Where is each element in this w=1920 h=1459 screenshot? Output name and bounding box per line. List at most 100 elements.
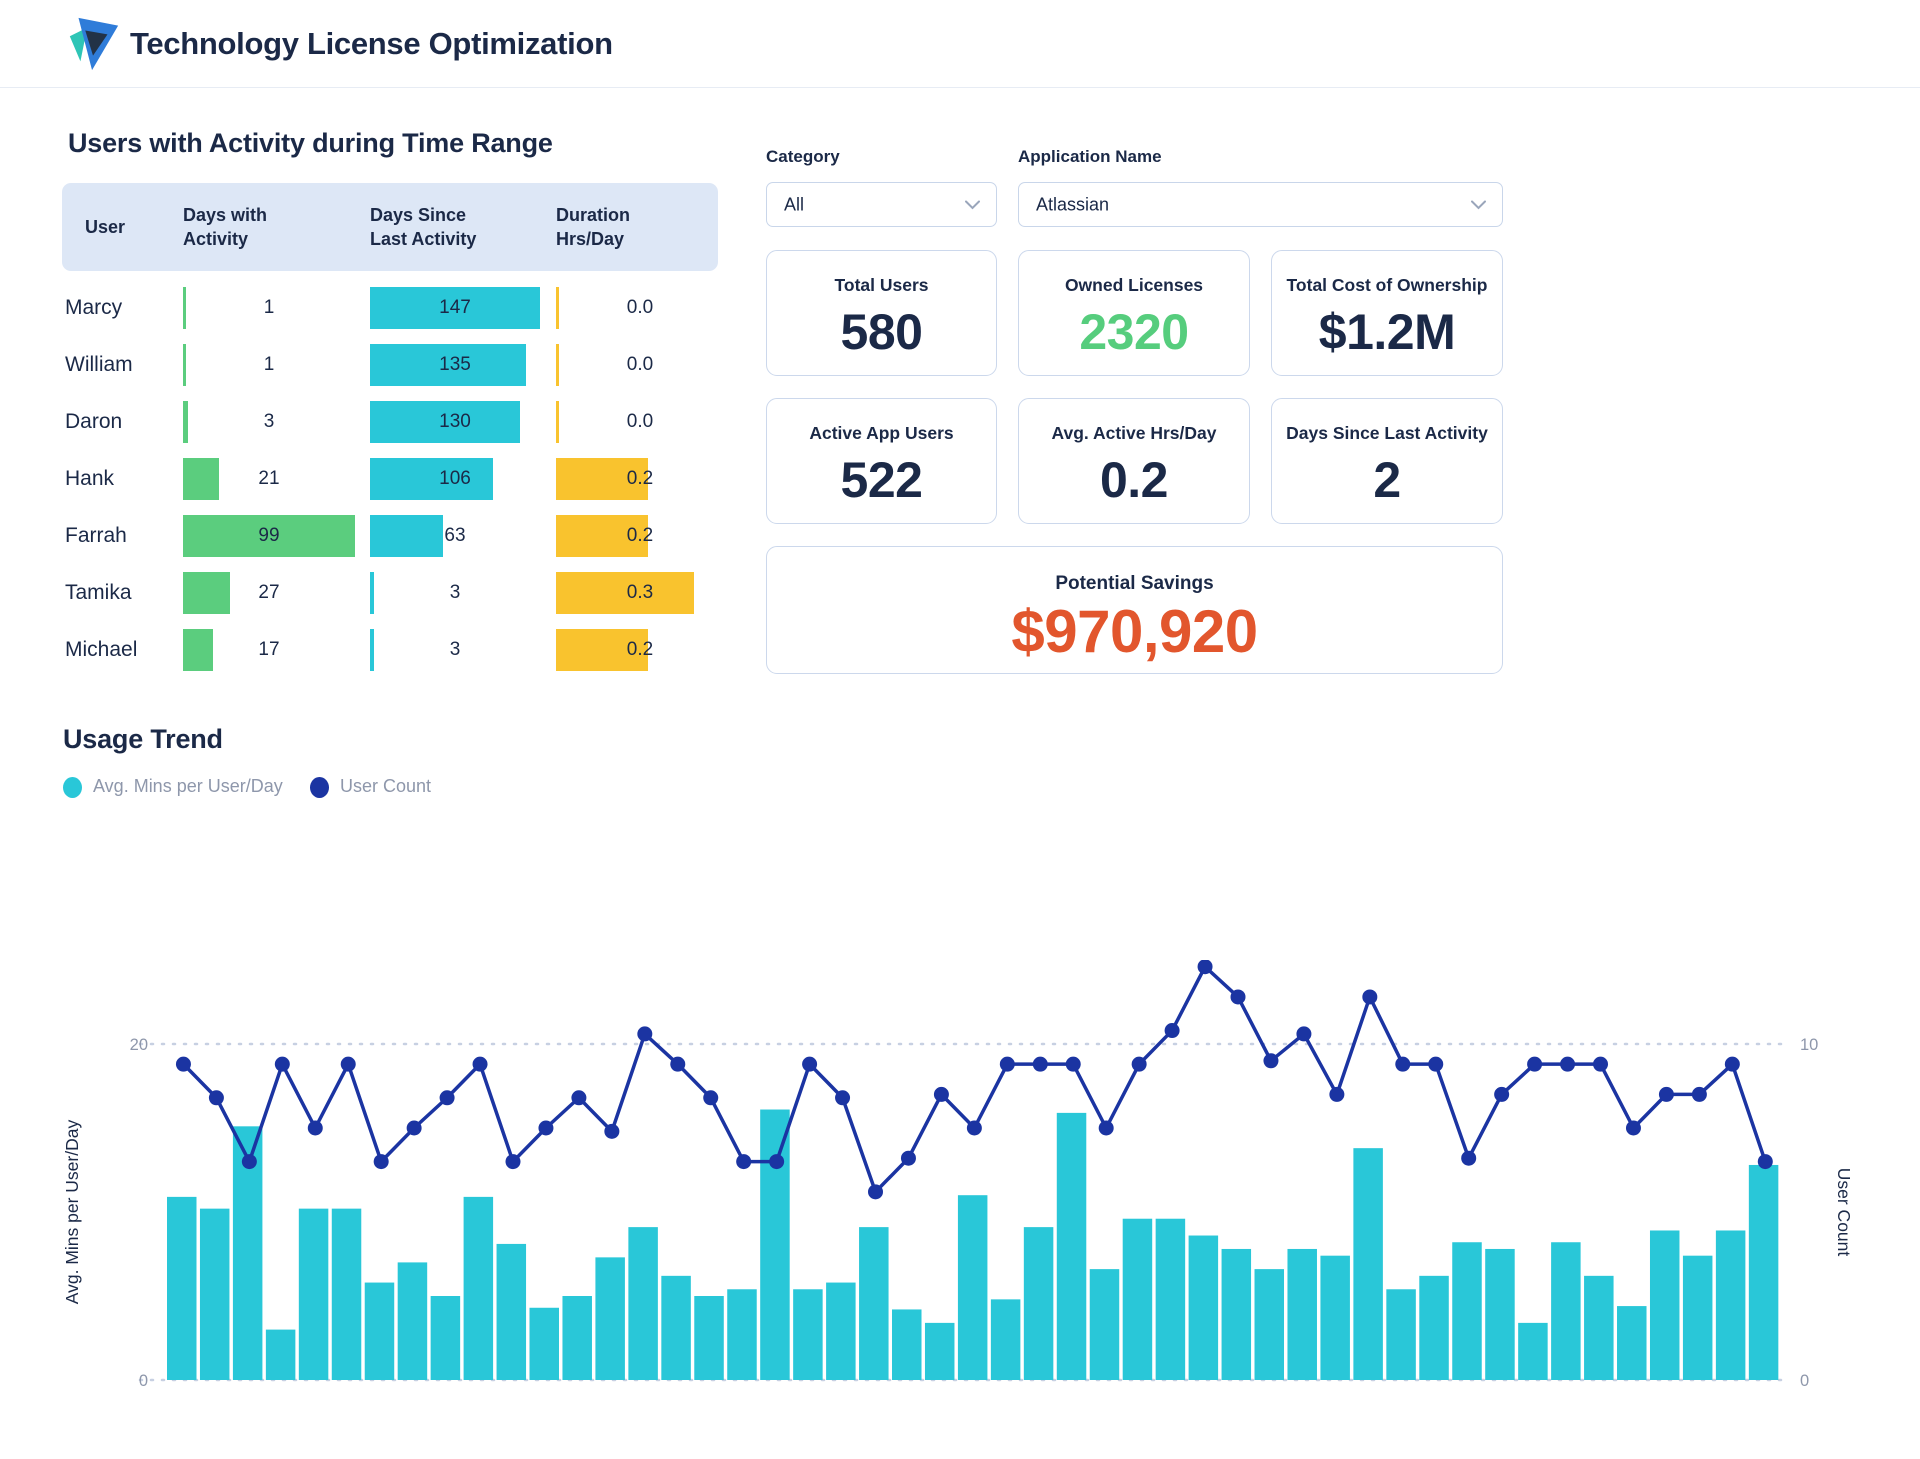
duration-bar: [556, 286, 559, 329]
user-count-point: [439, 1090, 455, 1106]
days-with-activity-bar: [183, 571, 230, 614]
user-count-point: [1527, 1056, 1543, 1072]
user-count-point: [1757, 1154, 1773, 1170]
user-count-point: [1263, 1053, 1279, 1069]
usage-bar: [364, 1282, 395, 1380]
user-count-point: [1362, 989, 1378, 1005]
user-count-point: [900, 1150, 916, 1166]
legend-user-count-icon: [310, 777, 329, 798]
user-count-point: [274, 1056, 290, 1072]
usage-bar: [924, 1322, 955, 1380]
user-count-point: [1032, 1056, 1048, 1072]
user-name: Michael: [65, 637, 138, 661]
kpi-card: Days Since Last Activity 2: [1271, 398, 1503, 524]
user-count-point: [703, 1090, 719, 1106]
user-count-point: [1197, 960, 1213, 975]
user-count-point: [1625, 1120, 1641, 1136]
usage-bar: [298, 1208, 329, 1380]
right-axis-title: User Count: [1834, 1168, 1854, 1257]
usage-bar: [1320, 1255, 1350, 1380]
days-since-last-activity-bar: [370, 628, 374, 671]
days-since-last-activity-value: 3: [449, 638, 461, 660]
user-count-point: [802, 1056, 818, 1072]
usage-bar: [463, 1196, 494, 1380]
user-count-point: [571, 1090, 587, 1106]
kpi-card: Active App Users 522: [766, 398, 997, 524]
user-count-point: [966, 1120, 982, 1136]
days-since-last-activity-bar: [370, 571, 374, 614]
application-filter-label: Application Name: [1018, 147, 1162, 166]
user-count-point: [1098, 1120, 1114, 1136]
usage-bar: [1023, 1227, 1054, 1380]
user-name: Tamika: [65, 580, 132, 604]
table-row: Daron 3 130 0.0: [62, 393, 718, 450]
user-count-point: [1395, 1056, 1411, 1072]
days-with-activity-bar: [183, 457, 220, 500]
user-count-point: [538, 1120, 554, 1136]
usage-bar: [595, 1257, 625, 1380]
legend-avg-mins-icon: [63, 777, 82, 798]
duration-bar: [556, 457, 648, 500]
usage-bar: [397, 1262, 428, 1380]
usage-bar: [1551, 1242, 1581, 1380]
app-header: Technology License Optimization: [0, 0, 1920, 88]
kpi-label: Total Users: [834, 275, 929, 295]
activity-table-title: Users with Activity during Time Range: [68, 128, 553, 158]
usage-bar: [1682, 1255, 1713, 1380]
user-count-point: [1724, 1056, 1740, 1072]
user-count-point: [1560, 1056, 1576, 1072]
user-count-point: [670, 1056, 686, 1072]
user-count-point: [1593, 1056, 1609, 1072]
axis-tick-label: 10: [1800, 1036, 1818, 1054]
user-count-point: [406, 1120, 422, 1136]
days-with-activity-bar: [183, 286, 186, 329]
duration-value: 0.2: [626, 524, 654, 546]
usage-bar: [793, 1289, 823, 1380]
user-count-point: [604, 1123, 620, 1139]
duration-bar: [556, 343, 559, 386]
user-count-point: [307, 1120, 323, 1136]
duration-value: 0.2: [626, 467, 654, 489]
usage-bar: [727, 1289, 757, 1380]
days-with-activity-value: 1: [263, 296, 275, 318]
days-with-activity-bar: [183, 628, 213, 671]
user-count-point: [868, 1184, 884, 1200]
duration-bar: [556, 514, 648, 557]
duration-value: 0.0: [626, 353, 654, 375]
user-count-point: [736, 1154, 752, 1170]
user-name: Marcy: [65, 295, 123, 319]
usage-bar: [1188, 1235, 1219, 1380]
application-dropdown[interactable]: Atlassian: [1018, 182, 1503, 227]
user-name: Hank: [65, 466, 115, 490]
category-dropdown-value: All: [784, 194, 805, 214]
usage-bar: [859, 1227, 889, 1380]
user-count-point: [1164, 1023, 1180, 1039]
days-since-last-activity-bar: [370, 286, 540, 329]
potential-savings-card: Potential Savings $970,920: [766, 546, 1503, 674]
kpi-label: Days Since Last Activity: [1286, 423, 1488, 443]
user-count-point: [1691, 1086, 1707, 1102]
usage-bar: [1649, 1230, 1680, 1380]
days-with-activity-value: 27: [258, 581, 280, 603]
app-logo-icon: [69, 17, 119, 71]
table-row: Marcy 1 147 0.0: [62, 279, 718, 336]
usage-bar: [1386, 1289, 1416, 1380]
kpi-card: Total Users 580: [766, 250, 997, 376]
usage-bar: [661, 1275, 691, 1380]
table-row: Farrah 99 63 0.2: [62, 507, 718, 564]
user-count-point: [933, 1086, 949, 1102]
usage-bar: [430, 1296, 461, 1380]
usage-bar: [628, 1227, 658, 1380]
days-since-last-activity-bar: [370, 514, 443, 557]
duration-bar: [556, 571, 694, 614]
potential-savings-value: $970,920: [1011, 598, 1258, 665]
kpi-card: Avg. Active Hrs/Day 0.2: [1018, 398, 1250, 524]
chart-legend: Avg. Mins per User/Day User Count: [63, 775, 563, 799]
kpi-value: $1.2M: [1318, 304, 1456, 360]
axis-tick-label: 0: [139, 1372, 148, 1390]
legend-avg-mins-label: Avg. Mins per User/Day: [93, 776, 283, 796]
user-count-point: [373, 1154, 389, 1170]
usage-bar: [1748, 1164, 1779, 1380]
user-count-point: [472, 1056, 488, 1072]
category-dropdown[interactable]: All: [766, 182, 997, 227]
